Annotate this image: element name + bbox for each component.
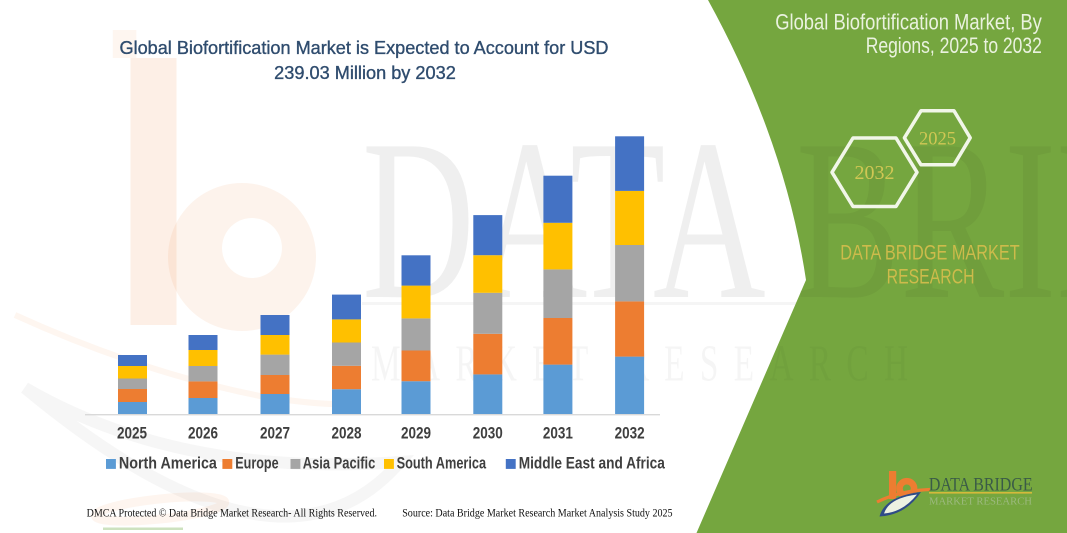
svg-text:North America: North America [119, 455, 218, 473]
svg-text:2028: 2028 [332, 425, 362, 443]
svg-text:MARKET RESEARCH: MARKET RESEARCH [929, 496, 1032, 507]
svg-text:Europe: Europe [235, 455, 278, 473]
svg-text:2031: 2031 [543, 425, 573, 443]
svg-text:DATA BRIDGE: DATA BRIDGE [929, 475, 1033, 495]
svg-text:Source: Data Bridge Market Res: Source: Data Bridge Market Research Mark… [402, 506, 672, 520]
svg-text:South America: South America [397, 455, 487, 473]
svg-text:Global Biofortification Market: Global Biofortification Market, By [775, 10, 1042, 35]
svg-text:2032: 2032 [855, 162, 895, 184]
svg-text:2030: 2030 [473, 425, 503, 443]
svg-text:2032: 2032 [615, 425, 645, 443]
svg-text:Global Biofortification Market: Global Biofortification Market is Expect… [120, 38, 609, 58]
svg-text:Regions, 2025 to 2032: Regions, 2025 to 2032 [866, 33, 1042, 58]
svg-text:2025: 2025 [117, 425, 147, 443]
svg-text:Middle East and Africa: Middle East and Africa [519, 455, 666, 473]
svg-text:DATA BRIDGE MARKET: DATA BRIDGE MARKET [840, 241, 1019, 265]
svg-text:2026: 2026 [188, 425, 218, 443]
svg-text:RESEARCH: RESEARCH [887, 265, 975, 289]
svg-text:Asia Pacific: Asia Pacific [303, 455, 376, 473]
svg-text:2025: 2025 [919, 129, 956, 150]
svg-text:2029: 2029 [401, 425, 431, 443]
svg-text:DMCA Protected © Data Bridge M: DMCA Protected © Data Bridge Market Rese… [87, 506, 377, 520]
svg-text:239.03 Million by 2032: 239.03 Million by 2032 [274, 63, 456, 83]
svg-text:2027: 2027 [260, 425, 290, 443]
